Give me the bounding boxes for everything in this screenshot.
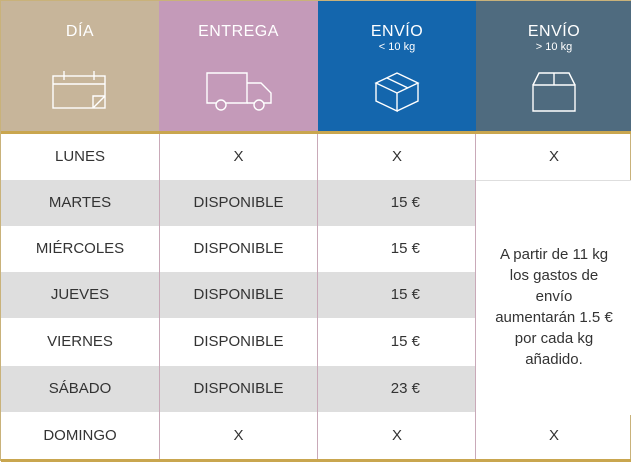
day-cell: SÁBADO — [48, 380, 112, 397]
delivery-cell: X — [233, 427, 244, 444]
delivery-cell: DISPONIBLE — [193, 333, 284, 350]
day-cell: LUNES — [54, 148, 106, 165]
header-under10-title: ENVÍO — [370, 23, 424, 40]
header-under10: ENVÍO < 10 kg — [318, 1, 476, 131]
table-row: MIÉRCOLES DISPONIBLE 15 € — [1, 226, 631, 272]
delivery-cell: DISPONIBLE — [193, 194, 284, 211]
day-cell: DOMINGO — [43, 427, 117, 444]
table-row: VIERNES DISPONIBLE 15 € — [1, 319, 631, 365]
over10-note: A partir de 11 kg los gastos de envío au… — [495, 246, 613, 368]
delivery-cell: DISPONIBLE — [193, 380, 284, 397]
header-under10-subtitle: < 10 kg — [378, 41, 416, 53]
delivery-cell: X — [233, 148, 244, 165]
header-delivery: ENTREGA — [159, 1, 318, 131]
under10-cell: 15 € — [390, 240, 420, 257]
day-cell: VIERNES — [47, 333, 113, 350]
calendar-icon — [51, 69, 109, 116]
day-cell: MARTES — [48, 194, 112, 211]
under10-cell: 15 € — [390, 286, 420, 303]
under10-cell: 15 € — [390, 333, 420, 350]
delivery-cell: DISPONIBLE — [193, 286, 284, 303]
header-over10-title: ENVÍO — [527, 23, 581, 40]
header-over10: ENVÍO > 10 kg — [476, 1, 631, 131]
header-day-title: DÍA — [65, 23, 95, 40]
truck-icon — [205, 69, 273, 118]
column-divider — [159, 134, 160, 459]
under10-cell: X — [391, 148, 402, 165]
day-cell: JUEVES — [50, 286, 110, 303]
table-row: DOMINGO X X X — [1, 413, 631, 459]
header-divider — [1, 131, 631, 134]
column-divider — [317, 134, 318, 459]
delivery-cell: DISPONIBLE — [193, 240, 284, 257]
box-open-icon — [527, 69, 581, 118]
table-row: LUNES X X X — [1, 134, 631, 180]
package-closed-icon — [372, 69, 422, 118]
table-row: MARTES DISPONIBLE 15 € — [1, 180, 631, 226]
header-delivery-title: ENTREGA — [198, 23, 279, 40]
header-day: DÍA — [1, 1, 159, 131]
column-divider — [475, 134, 476, 459]
over10-note-cell: A partir de 11 kg los gastos de envío au… — [476, 181, 631, 415]
under10-cell: 23 € — [390, 380, 420, 397]
header-over10-subtitle: > 10 kg — [535, 41, 573, 53]
over10-cell: X — [548, 148, 559, 165]
under10-cell: X — [391, 427, 402, 444]
day-cell: MIÉRCOLES — [35, 240, 125, 257]
over10-cell: X — [548, 427, 559, 444]
under10-cell: 15 € — [390, 194, 420, 211]
